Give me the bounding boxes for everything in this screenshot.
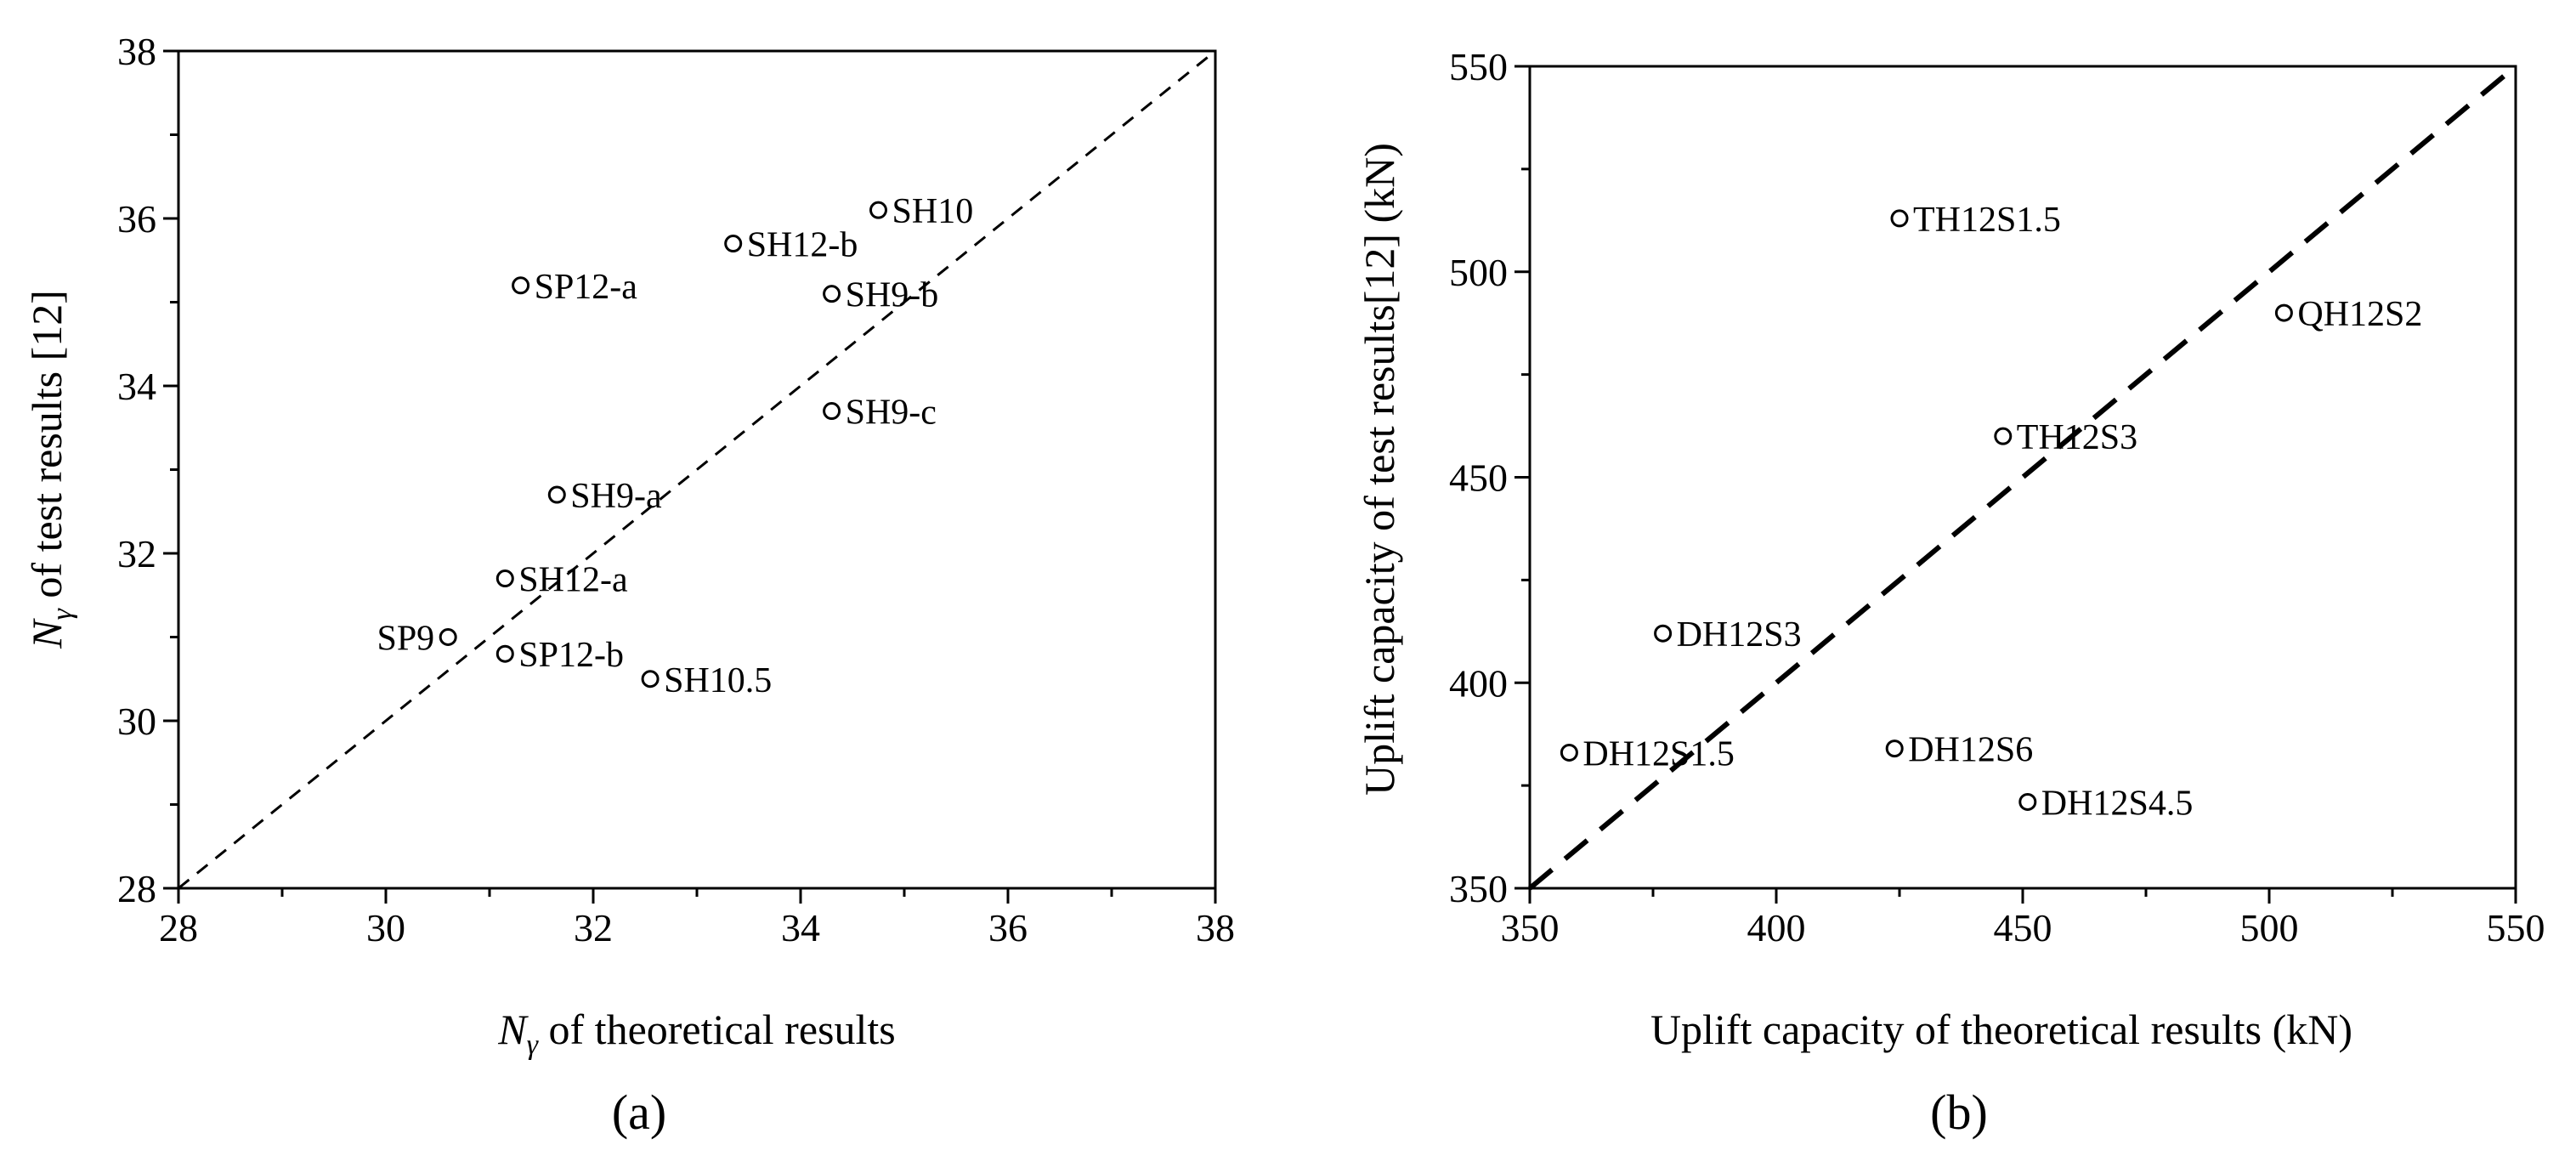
y-axis-title-a: Nγ of test results [12] — [23, 290, 78, 649]
x-title-rest-a: of theoretical results — [538, 1006, 896, 1053]
reference-line-b — [1528, 64, 2517, 891]
data-point-label: DH12S1.5 — [1582, 734, 1735, 774]
data-point-marker — [1890, 209, 1909, 228]
y-tick-label: 28 — [117, 867, 156, 910]
data-point-label: SH9-c — [846, 394, 937, 433]
data-point-label: DH12S3 — [1677, 615, 1802, 654]
x-symbol-a: N — [497, 1006, 529, 1053]
data-point-label: SP12-a — [535, 268, 638, 307]
y-tick-label: 350 — [1449, 867, 1508, 910]
x-tick-label: 30 — [366, 906, 405, 949]
data-point-label: DH12S4.5 — [2041, 784, 2194, 823]
data-point-marker — [547, 485, 566, 504]
x-tick-label: 350 — [1501, 906, 1560, 949]
data-point-marker — [1994, 427, 2013, 445]
panel-caption-b: (b) — [1930, 1085, 1988, 1140]
data-point-marker — [512, 276, 530, 295]
y-title-rest-a: of test results [12] — [23, 290, 71, 609]
x-tick-label: 32 — [574, 906, 613, 949]
data-point-marker — [823, 402, 841, 421]
x-tick-label: 550 — [2487, 906, 2545, 949]
data-point-label: SH10.5 — [664, 661, 772, 700]
panel-caption-a: (a) — [612, 1085, 666, 1140]
y-tick-label: 450 — [1449, 456, 1508, 500]
y-tick-label: 38 — [117, 30, 156, 73]
data-point-marker — [1885, 740, 1904, 758]
y-tick-label: 400 — [1449, 661, 1508, 705]
x-tick-label: 450 — [1994, 906, 2052, 949]
y-ticks-a: 28 30 32 34 36 38 — [117, 30, 178, 910]
data-point-label: SH10 — [892, 192, 974, 231]
data-point-label: SH9-b — [846, 276, 939, 315]
data-point-label: SH12-a — [518, 561, 628, 600]
y-tick-label: 500 — [1449, 251, 1508, 294]
panel-b: 350 400 450 500 550 350 400 450 500 550 TH12S1.5… — [1356, 45, 2545, 1140]
y-tick-label: 32 — [117, 532, 156, 575]
x-ticks-b: 350 400 450 500 550 — [1501, 888, 2545, 949]
x-tick-label: 34 — [781, 906, 820, 949]
y-tick-label: 36 — [117, 197, 156, 241]
x-tick-label: 28 — [159, 906, 198, 949]
data-point-label: TH12S3 — [2017, 418, 2137, 457]
x-tick-label: 500 — [2240, 906, 2299, 949]
data-point-label: SH9-a — [570, 477, 662, 516]
data-points-b: TH12S1.5 QH12S2 TH12S3 DH12S3 DH12S1.5 DH12S6… — [1560, 201, 2422, 823]
data-point-label: SH12-b — [747, 226, 858, 265]
x-ticks-a: 28 30 32 34 36 38 — [159, 888, 1235, 949]
data-point-marker — [641, 670, 660, 688]
data-point-label: QH12S2 — [2297, 295, 2422, 334]
data-point-marker — [2274, 303, 2293, 322]
data-point-label: SP12-b — [518, 636, 624, 675]
data-point-label: SP9 — [376, 620, 434, 659]
reference-line-a — [178, 49, 1216, 890]
y-axis-title-b: Uplift capacity of test results[12] (kN) — [1356, 143, 1403, 796]
data-point-marker — [495, 570, 514, 588]
data-point-marker — [823, 285, 841, 303]
data-points-a: SH10 SH12-b SP12-a SH9-b SH9-c SH9-a SH12-a SP9… — [376, 192, 973, 700]
y-subscript-a: γ — [47, 607, 78, 620]
y-tick-label: 34 — [117, 365, 156, 408]
x-axis-title-b: Uplift capacity of theoretical results (… — [1650, 1006, 2352, 1053]
data-point-marker — [495, 644, 514, 663]
data-point-marker — [1560, 743, 1578, 762]
data-point-marker — [724, 235, 743, 253]
x-tick-label: 38 — [1196, 906, 1235, 949]
x-tick-label: 36 — [988, 906, 1028, 949]
x-subscript-a: γ — [527, 1029, 540, 1061]
x-axis-title-a: Nγ of theoretical results — [497, 1006, 895, 1061]
data-point-marker — [869, 201, 887, 219]
data-point-marker — [2018, 792, 2037, 811]
y-tick-label: 550 — [1449, 45, 1508, 88]
data-point-marker — [1654, 624, 1673, 643]
data-point-marker — [439, 628, 457, 646]
y-symbol-a: N — [23, 618, 71, 649]
y-ticks-b: 350 400 450 500 550 — [1449, 45, 1530, 910]
panel-a: 28 30 32 34 36 38 28 30 32 34 36 38 SH10 SH12-b SP12… — [23, 30, 1235, 1140]
x-tick-label: 400 — [1747, 906, 1806, 949]
y-tick-label: 30 — [117, 700, 156, 743]
data-point-label: DH12S6 — [1908, 731, 2033, 770]
data-point-label: TH12S1.5 — [1913, 201, 2061, 240]
